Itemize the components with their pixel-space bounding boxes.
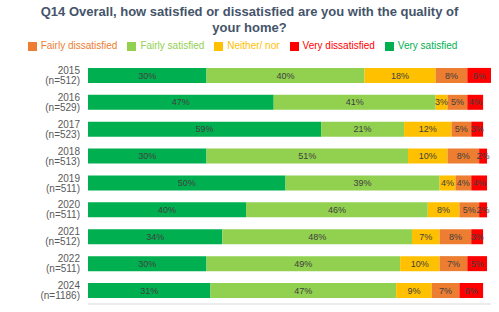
svg-text:2019(n=511): 2019(n=511): [46, 173, 80, 194]
svg-text:47%: 47%: [172, 97, 190, 107]
svg-text:31%: 31%: [140, 286, 158, 296]
svg-text:12%: 12%: [419, 124, 437, 134]
svg-text:2015(n=512): 2015(n=512): [45, 65, 80, 86]
svg-text:18%: 18%: [391, 71, 409, 81]
svg-text:4%: 4%: [441, 178, 454, 188]
svg-text:2016(n=529): 2016(n=529): [45, 92, 80, 113]
svg-text:2017(n=523): 2017(n=523): [45, 119, 80, 140]
svg-text:10%: 10%: [411, 259, 429, 269]
svg-text:2024(n=1186): 2024(n=1186): [40, 280, 80, 301]
svg-text:8%: 8%: [437, 205, 450, 215]
html-text:Fairly satisfied: Fairly satisfied: [140, 40, 205, 51]
svg-text:48%: 48%: [308, 232, 326, 242]
svg-text:7%: 7%: [419, 232, 432, 242]
html-text:Q14 Overall, how satisfied or: Q14 Overall, how satisfied or dissatisfi…: [40, 4, 459, 35]
svg-text:7%: 7%: [447, 259, 460, 269]
svg-text:30%: 30%: [138, 71, 156, 81]
svg-text:59%: 59%: [196, 124, 214, 134]
svg-text:3%: 3%: [471, 232, 484, 242]
svg-text:2022(n=511): 2022(n=511): [46, 253, 80, 274]
svg-text:5%: 5%: [451, 97, 464, 107]
svg-text:39%: 39%: [354, 178, 372, 188]
svg-text:2021(n=512): 2021(n=512): [45, 226, 80, 247]
svg-text:30%: 30%: [138, 151, 156, 161]
svg-text:46%: 46%: [328, 205, 346, 215]
svg-text:6%: 6%: [473, 71, 486, 81]
svg-text:2020(n=511): 2020(n=511): [46, 199, 80, 220]
svg-text:41%: 41%: [346, 97, 364, 107]
svg-text:50%: 50%: [178, 178, 196, 188]
svg-text:47%: 47%: [294, 286, 312, 296]
svg-text:8%: 8%: [445, 71, 458, 81]
svg-text:40%: 40%: [158, 205, 176, 215]
svg-text:51%: 51%: [298, 151, 316, 161]
svg-text:6%: 6%: [465, 286, 478, 296]
svg-text:7%: 7%: [439, 286, 452, 296]
html-text:Very satisfied: Very satisfied: [397, 40, 458, 51]
html-text:Fairly dissatisfied: Fairly dissatisfied: [40, 40, 118, 51]
svg-text:4%: 4%: [457, 178, 470, 188]
svg-text:5%: 5%: [471, 259, 484, 269]
svg-text:30%: 30%: [138, 259, 156, 269]
html-text:Neither/ nor: Neither/ nor: [227, 40, 280, 51]
svg-text:49%: 49%: [294, 259, 312, 269]
svg-text:2%: 2%: [477, 205, 490, 215]
svg-text:40%: 40%: [277, 71, 295, 81]
svg-text:10%: 10%: [419, 151, 437, 161]
svg-text:34%: 34%: [146, 232, 164, 242]
svg-text:3%: 3%: [471, 124, 484, 134]
svg-text:8%: 8%: [449, 232, 462, 242]
svg-text:5%: 5%: [463, 205, 476, 215]
svg-text:5%: 5%: [455, 124, 468, 134]
svg-text:4%: 4%: [473, 178, 486, 188]
svg-text:4%: 4%: [469, 97, 482, 107]
svg-text:21%: 21%: [354, 124, 372, 134]
svg-text:2%: 2%: [477, 151, 490, 161]
svg-text:9%: 9%: [407, 286, 420, 296]
svg-text:8%: 8%: [457, 151, 470, 161]
svg-text:2018(n=513): 2018(n=513): [45, 146, 80, 167]
html-text:Very dissatisfied: Very dissatisfied: [302, 40, 375, 51]
svg-text:3%: 3%: [435, 97, 448, 107]
